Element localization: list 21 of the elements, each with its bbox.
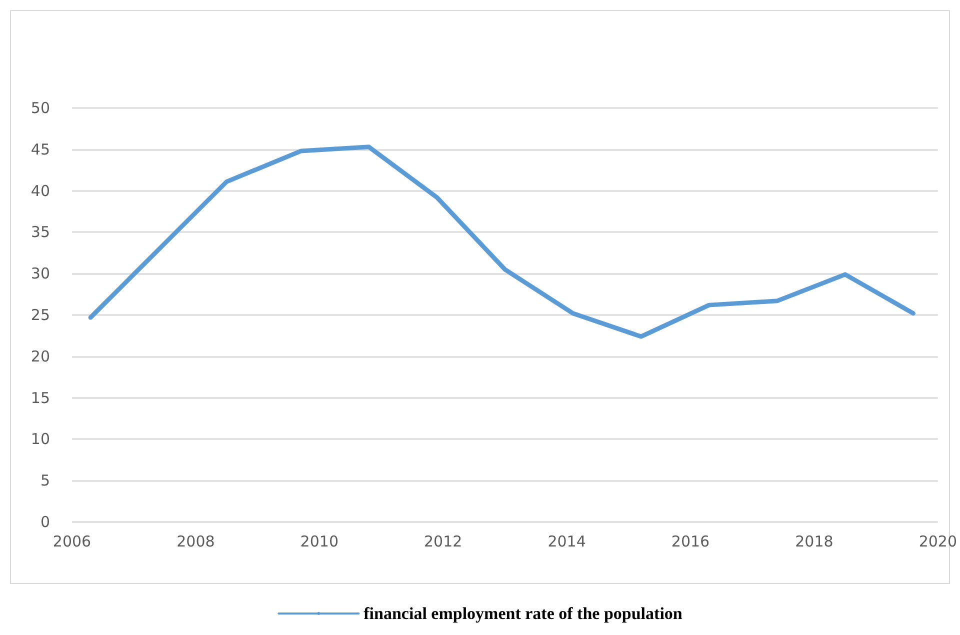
x-tick-label: 2014 <box>548 532 586 550</box>
y-tick-label: 0 <box>40 513 50 531</box>
y-tick-label: 45 <box>30 140 50 158</box>
x-tick-label: 2010 <box>300 532 338 550</box>
y-tick-label: 30 <box>30 264 50 283</box>
y-tick-label: 35 <box>30 223 50 242</box>
x-tick-label: 2018 <box>795 532 834 550</box>
line-series <box>88 144 916 339</box>
x-tick-label: 2012 <box>424 532 462 550</box>
y-tick-label: 10 <box>30 430 50 448</box>
x-tick-label: 2006 <box>52 532 92 550</box>
legend-label: financial employment rate of the population <box>364 604 683 623</box>
y-tick-label: 25 <box>30 306 50 324</box>
y-tick-label: 40 <box>30 182 50 200</box>
y-tick-label: 15 <box>30 388 50 407</box>
x-tick-label: 2020 <box>918 532 958 550</box>
x-tick-label: 2008 <box>176 532 215 550</box>
x-tick-label: 2016 <box>671 532 710 550</box>
y-tick-label: 5 <box>40 472 50 490</box>
y-tick-label: 20 <box>30 347 50 366</box>
y-tick-label: 50 <box>30 99 50 117</box>
